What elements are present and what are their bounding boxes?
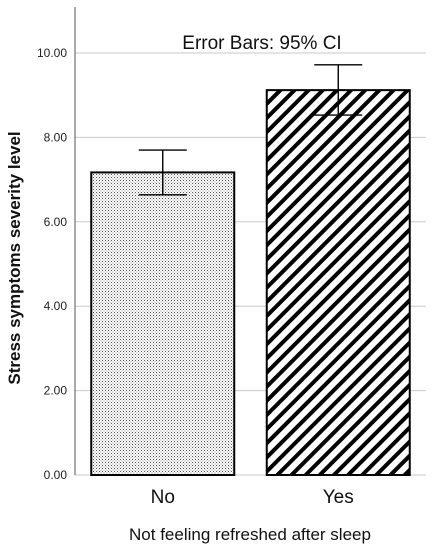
error-bar-no <box>138 149 187 196</box>
y-tick-label: 6.00 <box>44 215 68 229</box>
y-tick-label: 4.00 <box>44 299 68 313</box>
x-axis-title: Not feeling refreshed after sleep <box>129 525 371 544</box>
y-tick-label: 8.00 <box>44 130 68 144</box>
bars-group <box>90 89 411 477</box>
bar-no <box>90 171 236 476</box>
y-tick-label: 10.00 <box>37 46 67 60</box>
y-tick-label: 0.00 <box>44 468 68 482</box>
error-bars-annotation: Error Bars: 95% CI <box>182 33 341 54</box>
x-tick-label: No <box>151 487 175 508</box>
y-axis-title: Stress symptoms severity level <box>5 131 24 384</box>
y-tick-label: 2.00 <box>44 384 68 398</box>
x-tick-labels: No Yes <box>151 487 354 508</box>
error-bars-group <box>138 64 363 196</box>
bar-yes <box>265 89 411 477</box>
x-tick-label: Yes <box>323 487 354 508</box>
y-tick-labels: 0.00 2.00 4.00 6.00 8.00 10.00 <box>37 46 67 482</box>
error-bar-yes <box>314 64 363 116</box>
